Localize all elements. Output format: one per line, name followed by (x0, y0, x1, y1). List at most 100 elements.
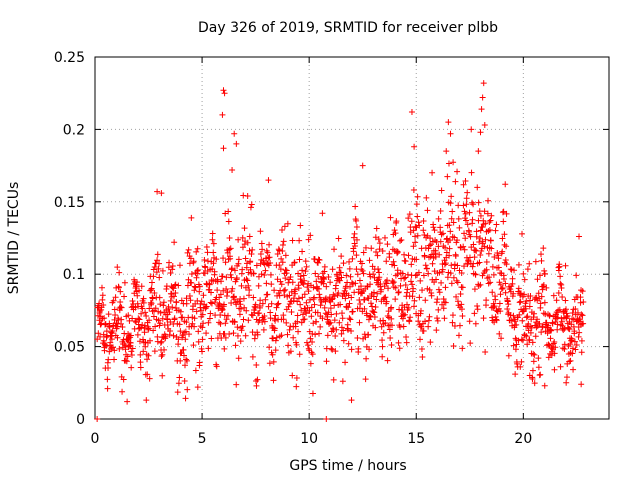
data-point (288, 309, 295, 316)
data-point (434, 315, 441, 322)
data-point (198, 298, 205, 305)
data-point (232, 342, 239, 349)
data-point (120, 376, 127, 383)
data-point (175, 336, 182, 343)
data-point (468, 169, 475, 176)
data-point (554, 321, 561, 328)
data-point (339, 310, 346, 317)
data-point (195, 338, 202, 345)
data-point (117, 303, 124, 310)
data-point (221, 90, 228, 97)
data-point (507, 266, 514, 273)
data-point (186, 293, 193, 300)
data-point (346, 265, 353, 272)
data-point (535, 355, 542, 362)
data-point (560, 327, 567, 334)
data-point (203, 244, 210, 251)
data-point (264, 249, 271, 256)
data-point (222, 320, 229, 327)
data-point (555, 267, 562, 274)
data-point (204, 258, 211, 265)
data-point (415, 219, 422, 226)
data-point (269, 351, 276, 358)
data-point (282, 275, 289, 282)
data-point (579, 288, 586, 295)
data-point (496, 300, 503, 307)
data-point (323, 416, 330, 422)
data-point (299, 294, 306, 301)
data-point (266, 344, 273, 351)
data-point (191, 323, 198, 330)
data-point (338, 324, 345, 331)
data-point (540, 283, 547, 290)
data-point (547, 335, 554, 342)
data-point (282, 266, 289, 273)
data-point (137, 351, 144, 358)
data-point (295, 328, 302, 335)
data-point (395, 289, 402, 296)
data-point (155, 265, 162, 272)
data-point (373, 296, 380, 303)
data-point (438, 187, 445, 194)
data-point (346, 315, 353, 322)
data-point (451, 322, 458, 329)
data-point (449, 208, 456, 215)
data-point (195, 328, 202, 335)
data-point (102, 321, 109, 328)
data-point (209, 230, 216, 237)
data-point (364, 283, 371, 290)
data-point (259, 300, 266, 307)
data-point (563, 374, 570, 381)
data-point (275, 246, 282, 253)
data-point (284, 331, 291, 338)
data-point (434, 317, 441, 324)
data-point (238, 282, 245, 289)
data-point (477, 227, 484, 234)
data-point (169, 304, 176, 311)
data-point (274, 301, 281, 308)
data-point (337, 301, 344, 308)
data-point (278, 255, 285, 262)
data-point (338, 274, 345, 281)
data-point (293, 375, 300, 382)
data-point (447, 237, 454, 244)
data-point (291, 259, 298, 266)
data-point (284, 220, 291, 227)
data-point (412, 233, 419, 240)
data-point (475, 199, 482, 206)
data-point (167, 297, 174, 304)
data-point (405, 304, 412, 311)
data-point (529, 339, 536, 346)
data-point (315, 285, 322, 292)
data-point (245, 282, 252, 289)
data-point (114, 334, 121, 341)
data-point (343, 272, 350, 279)
data-point (250, 270, 257, 277)
data-point (255, 273, 262, 280)
data-point (186, 260, 193, 267)
x-tick-label: 5 (198, 431, 207, 447)
data-point (559, 294, 566, 301)
data-point (479, 224, 486, 231)
data-point (199, 311, 206, 318)
data-point (244, 277, 251, 284)
data-point (499, 235, 506, 242)
data-point (132, 304, 139, 311)
data-point (530, 314, 537, 321)
data-point (304, 342, 311, 349)
data-point (500, 218, 507, 225)
data-point (150, 273, 157, 280)
data-point (572, 306, 579, 313)
data-point (278, 281, 285, 288)
data-point (114, 264, 121, 271)
data-point (410, 243, 417, 250)
data-point (467, 233, 474, 240)
data-point (482, 302, 489, 309)
data-point (221, 301, 228, 308)
data-point (493, 221, 500, 228)
data-point (344, 321, 351, 328)
data-point (175, 282, 182, 289)
data-point (244, 192, 251, 199)
data-point (440, 230, 447, 237)
data-point (360, 249, 367, 256)
